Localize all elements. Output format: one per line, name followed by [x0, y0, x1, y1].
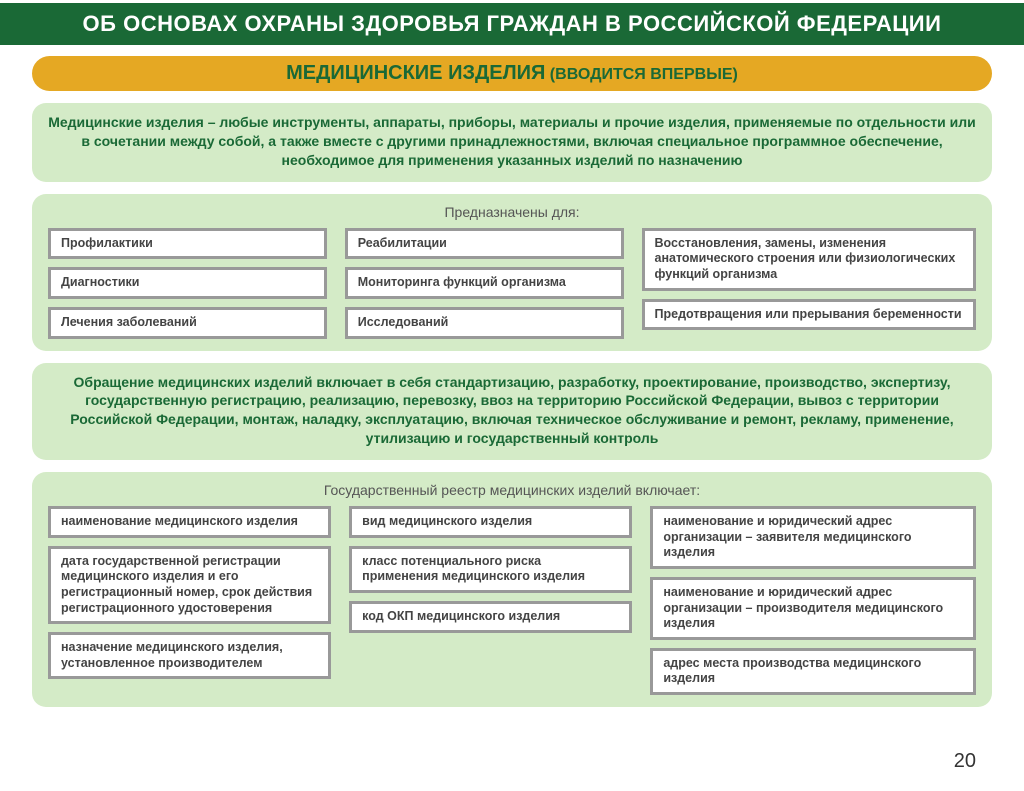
page-number: 20: [954, 750, 976, 773]
purpose-cell: Исследований: [345, 307, 624, 339]
sub-header-pill: МЕДИЦИНСКИЕ ИЗДЕЛИЯ (ВВОДИТСЯ ВПЕРВЫЕ): [32, 56, 992, 91]
purpose-cell: Профилактики: [48, 228, 327, 260]
page-title: ОБ ОСНОВАХ ОХРАНЫ ЗДОРОВЬЯ ГРАЖДАН В РОС…: [0, 11, 1024, 37]
registry-cell: вид медицинского изделия: [349, 506, 632, 538]
registry-cell: класс потенциального риска применения ме…: [349, 546, 632, 593]
purpose-cell: Реабилитации: [345, 228, 624, 260]
purpose-grid: Профилактики Диагностики Лечения заболев…: [48, 228, 976, 339]
header-bar: ОБ ОСНОВАХ ОХРАНЫ ЗДОРОВЬЯ ГРАЖДАН В РОС…: [0, 0, 1024, 48]
purpose-col-3: Восстановления, замены, изменения анатом…: [642, 228, 977, 331]
registry-col-2: вид медицинского изделия класс потенциал…: [349, 506, 632, 633]
purpose-title: Предназначены для:: [48, 204, 976, 220]
purpose-col-1: Профилактики Диагностики Лечения заболев…: [48, 228, 327, 339]
purpose-cell: Лечения заболеваний: [48, 307, 327, 339]
registry-cell: наименование и юридический адрес организ…: [650, 506, 976, 569]
subheader-main: МЕДИЦИНСКИЕ ИЗДЕЛИЯ: [286, 62, 545, 84]
purpose-col-2: Реабилитации Мониторинга функций организ…: [345, 228, 624, 339]
definition-panel: Медицинские изделия – любые инструменты,…: [32, 103, 992, 182]
purpose-panel: Предназначены для: Профилактики Диагност…: [32, 194, 992, 351]
registry-cell: наименование медицинского изделия: [48, 506, 331, 538]
purpose-cell: Восстановления, замены, изменения анатом…: [642, 228, 977, 291]
registry-col-3: наименование и юридический адрес организ…: [650, 506, 976, 695]
definition-text: Медицинские изделия – любые инструменты,…: [48, 113, 976, 170]
circulation-panel: Обращение медицинских изделий включает в…: [32, 363, 992, 461]
purpose-cell: Мониторинга функций организма: [345, 267, 624, 299]
registry-cell: адрес места производства медицинского из…: [650, 648, 976, 695]
registry-col-1: наименование медицинского изделия дата г…: [48, 506, 331, 679]
registry-cell: назначение медицинского изделия, установ…: [48, 632, 331, 679]
content-area: Медицинские изделия – любые инструменты,…: [0, 103, 1024, 707]
registry-cell: дата государственной регистрации медицин…: [48, 546, 331, 625]
registry-cell: наименование и юридический адрес организ…: [650, 577, 976, 640]
subheader-paren: (ВВОДИТСЯ ВПЕРВЫЕ): [545, 66, 738, 83]
registry-grid: наименование медицинского изделия дата г…: [48, 506, 976, 695]
purpose-cell: Предотвращения или прерывания беременнос…: [642, 299, 977, 331]
registry-cell: код ОКП медицинского изделия: [349, 601, 632, 633]
registry-panel: Государственный реестр медицинских издел…: [32, 472, 992, 707]
purpose-cell: Диагностики: [48, 267, 327, 299]
circulation-text: Обращение медицинских изделий включает в…: [48, 373, 976, 449]
registry-title: Государственный реестр медицинских издел…: [48, 482, 976, 498]
